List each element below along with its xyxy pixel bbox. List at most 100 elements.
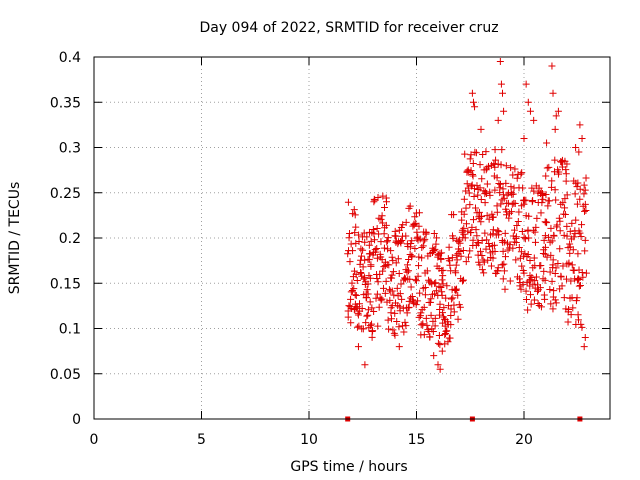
y-tick-label: 0.35	[50, 95, 81, 111]
data-point	[540, 236, 548, 244]
data-point	[550, 287, 558, 295]
data-point	[567, 277, 575, 285]
data-point	[536, 284, 544, 292]
data-point	[349, 247, 357, 255]
data-point	[474, 239, 482, 247]
data-point	[489, 254, 497, 262]
data-point	[379, 284, 387, 292]
data-point	[408, 237, 416, 245]
data-point	[432, 287, 440, 295]
data-point	[388, 271, 396, 279]
data-point	[458, 226, 466, 234]
data-point	[435, 332, 443, 340]
data-point	[361, 238, 369, 246]
data-point	[498, 146, 506, 154]
data-point	[572, 297, 580, 305]
data-point	[458, 277, 466, 285]
data-point	[423, 267, 431, 275]
data-point	[458, 216, 466, 224]
data-point	[452, 286, 460, 294]
data-point	[418, 254, 426, 262]
data-point	[443, 327, 451, 335]
data-point	[438, 249, 446, 257]
data-point	[452, 251, 460, 259]
data-point	[491, 146, 499, 154]
data-point	[556, 245, 564, 253]
data-point	[371, 236, 379, 244]
data-point	[379, 267, 387, 275]
data-point	[350, 267, 358, 275]
data-point	[515, 208, 523, 216]
data-point	[517, 170, 525, 178]
data-point	[511, 165, 519, 173]
data-point	[472, 226, 480, 234]
data-point	[391, 309, 399, 317]
data-point	[382, 198, 390, 206]
data-point	[575, 282, 583, 290]
data-point	[384, 245, 392, 253]
data-point	[493, 208, 501, 216]
data-point	[352, 291, 360, 299]
data-point	[437, 255, 445, 263]
data-point	[581, 236, 589, 244]
data-point	[520, 134, 528, 142]
data-point	[513, 174, 521, 182]
data-point	[371, 248, 379, 256]
data-point	[566, 240, 574, 248]
data-point	[522, 196, 530, 204]
data-point	[397, 224, 405, 232]
data-point	[376, 270, 384, 278]
data-point	[441, 331, 449, 339]
y-tick-label: 0	[72, 412, 81, 428]
data-point	[475, 208, 483, 216]
data-point	[388, 287, 396, 295]
data-point	[483, 164, 491, 172]
data-point	[424, 326, 432, 334]
data-point	[419, 320, 427, 328]
data-point	[364, 290, 372, 298]
data-point	[577, 233, 585, 241]
data-point	[366, 274, 374, 282]
data-point	[480, 258, 488, 266]
data-point	[354, 311, 362, 319]
data-point	[389, 268, 397, 276]
data-point	[486, 191, 494, 199]
data-point	[537, 209, 545, 217]
data-point	[500, 194, 508, 202]
data-point	[494, 227, 502, 235]
data-point	[400, 328, 408, 336]
data-point	[434, 339, 442, 347]
data-point	[556, 227, 564, 235]
data-point	[546, 268, 554, 276]
data-point	[548, 62, 556, 70]
data-point	[494, 116, 502, 124]
data-point	[541, 250, 549, 258]
data-point	[466, 155, 474, 163]
data-point	[418, 244, 426, 252]
data-point	[412, 301, 420, 309]
data-point	[545, 233, 553, 241]
data-point	[575, 276, 583, 284]
data-point	[438, 347, 446, 355]
data-point	[431, 290, 439, 298]
data-point	[405, 267, 413, 275]
data-point	[563, 191, 571, 199]
data-point	[551, 156, 559, 164]
data-point	[576, 185, 584, 193]
data-point	[569, 246, 577, 254]
data-point	[467, 167, 475, 175]
data-point	[482, 148, 490, 156]
data-point	[552, 299, 560, 307]
data-point	[468, 89, 476, 97]
data-point	[579, 273, 587, 281]
data-point	[357, 269, 365, 277]
data-point	[357, 245, 365, 253]
data-point	[566, 227, 574, 235]
data-point	[414, 272, 422, 280]
data-point	[373, 244, 381, 252]
data-point	[347, 319, 355, 327]
data-point	[562, 166, 570, 174]
data-point	[550, 232, 558, 240]
data-point	[423, 321, 431, 329]
